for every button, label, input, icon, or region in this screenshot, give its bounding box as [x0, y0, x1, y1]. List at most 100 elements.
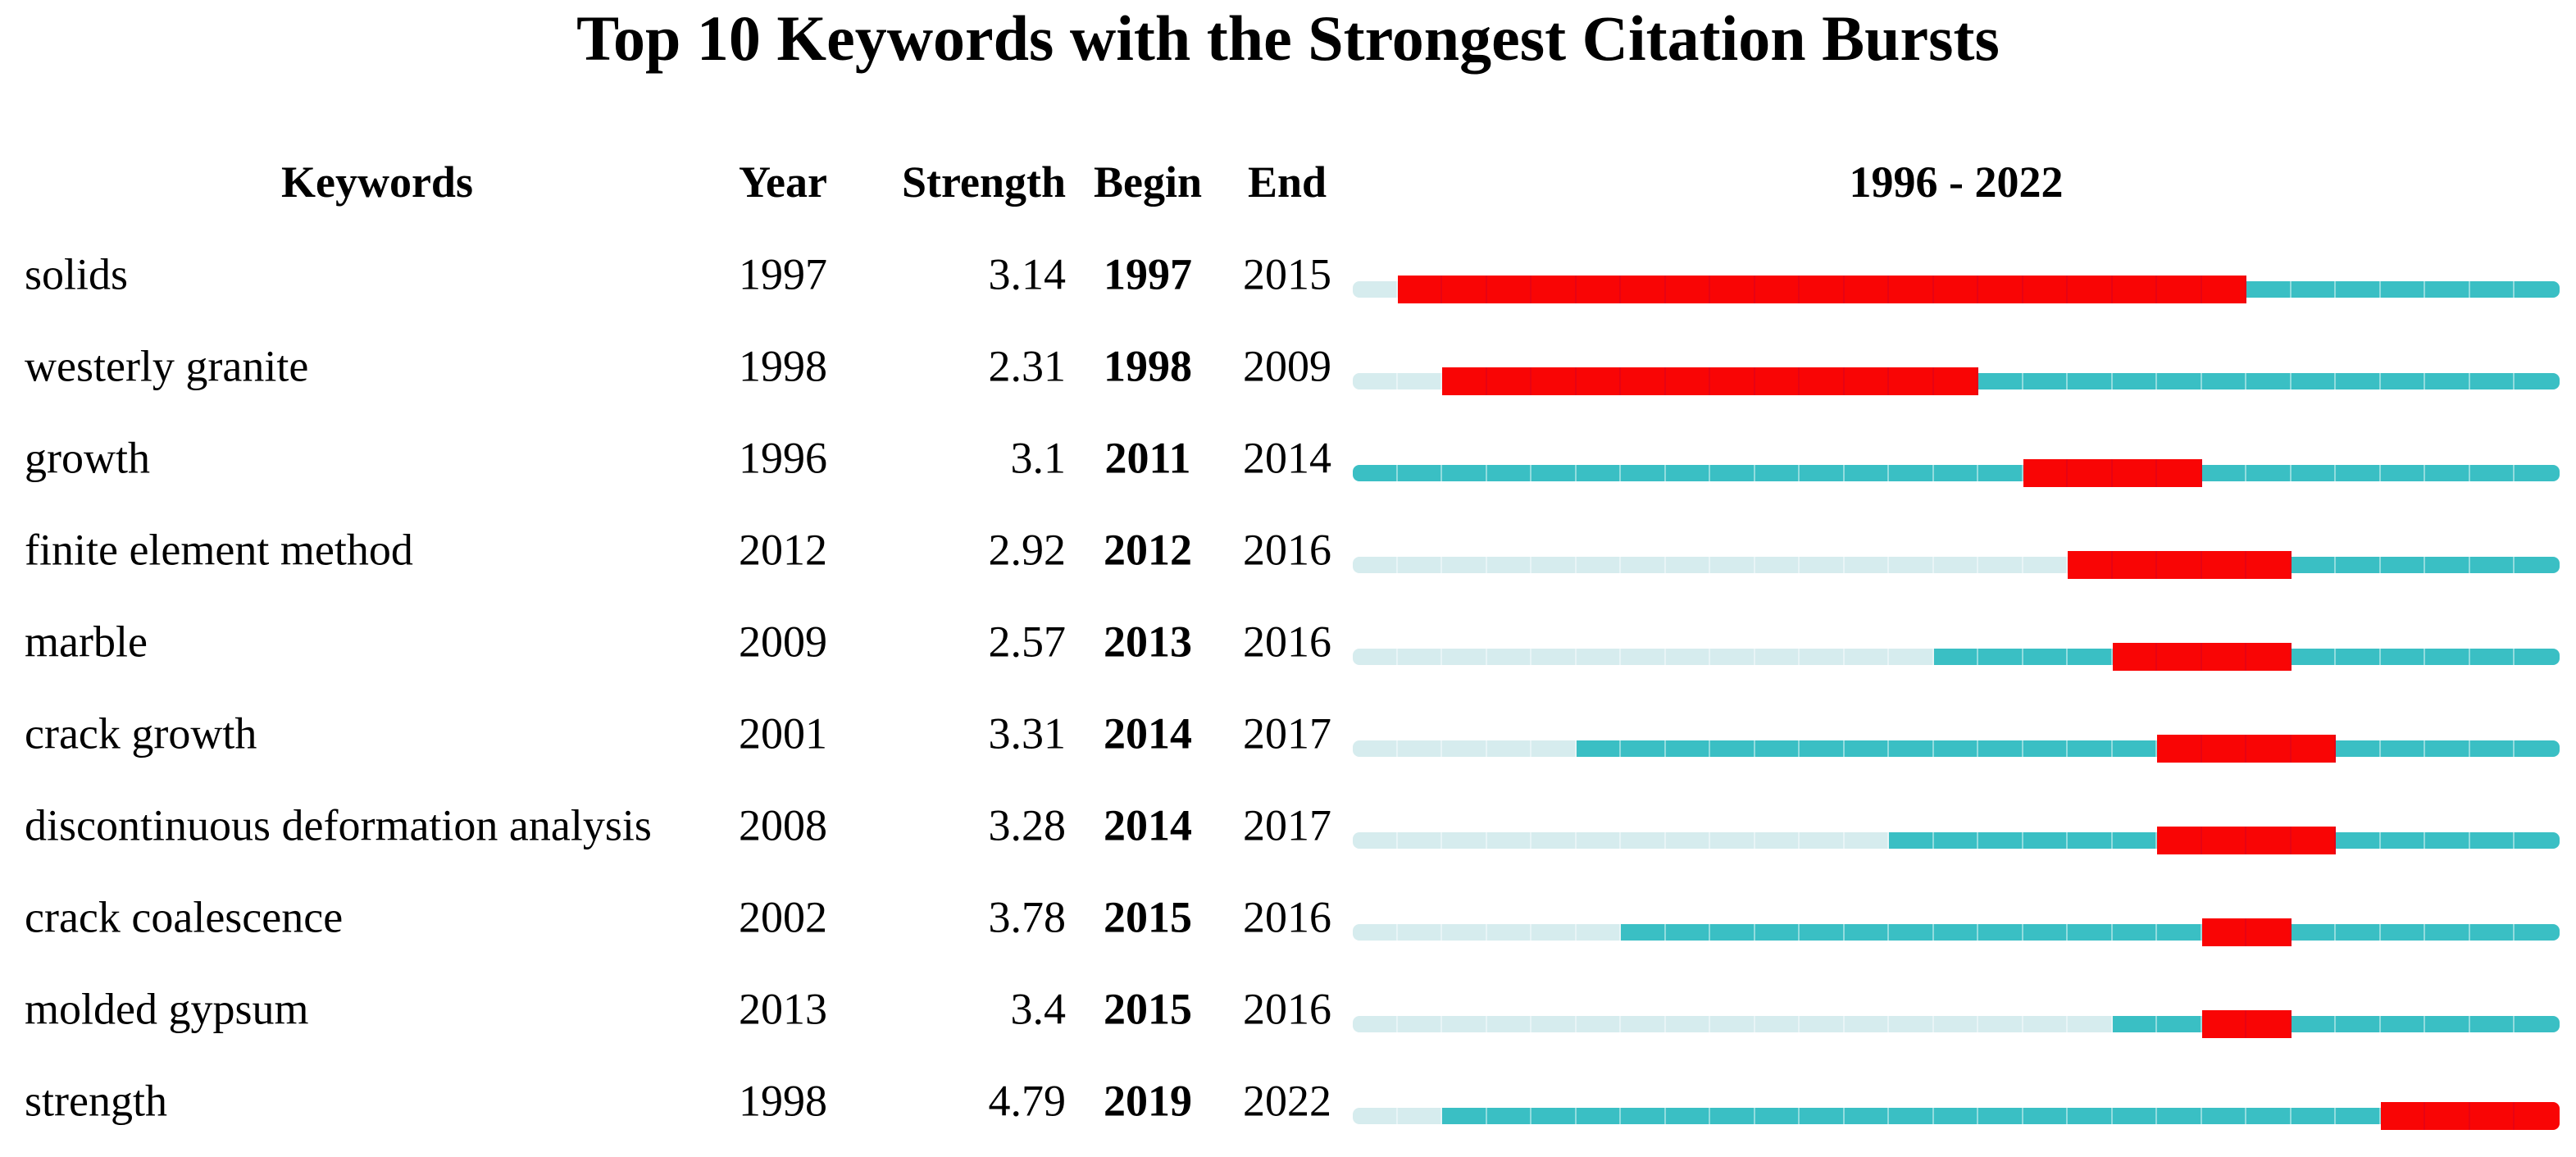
year-segment-1996-inactive — [1353, 1108, 1398, 1124]
keyword-label: marble — [25, 617, 148, 667]
year-segment-2000-active — [1531, 1108, 1577, 1124]
year-segment-2016-burst — [2246, 643, 2292, 671]
year-segment-1997-inactive — [1397, 649, 1443, 665]
year-segment-2011-active — [2023, 1108, 2069, 1124]
year-segment-2006-burst — [1800, 276, 1845, 303]
year-segment-1998-burst — [1442, 367, 1487, 395]
year-segment-2009-active — [1933, 649, 1979, 665]
year-segment-2000-inactive — [1531, 649, 1577, 665]
year-segment-2021-burst — [2469, 1102, 2515, 1130]
year-segment-2014-burst — [2157, 643, 2202, 671]
year-segment-2014-burst — [2157, 827, 2202, 854]
year-segment-2001-inactive — [1576, 649, 1622, 665]
year-segment-1997-active — [1397, 465, 1443, 481]
year-segment-2005-burst — [1755, 367, 1800, 395]
year-segment-2011-burst — [2023, 276, 2069, 303]
year-segment-2015-active — [2201, 465, 2247, 481]
year-segment-2009-active — [1933, 465, 1979, 481]
year-segment-1997-inactive — [1397, 557, 1443, 573]
year-segment-1999-active — [1486, 1108, 1532, 1124]
year-segment-2000-inactive — [1531, 1016, 1577, 1032]
year-segment-2012-active — [2068, 649, 2113, 665]
year-segment-2001-inactive — [1576, 924, 1622, 941]
year-segment-2001-active — [1576, 1108, 1622, 1124]
year-segment-2021-active — [2469, 373, 2515, 389]
first-year-value: 1998 — [739, 341, 827, 391]
year-segment-2019-active — [2380, 281, 2426, 298]
keyword-label: strength — [25, 1076, 167, 1126]
year-segment-2009-active — [1933, 924, 1979, 941]
year-segment-2017-burst — [2291, 827, 2337, 854]
strength-value: 2.57 — [988, 617, 1067, 667]
year-segment-2022-active — [2515, 373, 2560, 389]
year-segment-2002-inactive — [1621, 832, 1666, 849]
strength-value: 2.92 — [988, 525, 1067, 575]
year-segment-2006-active — [1800, 1108, 1845, 1124]
year-segment-2018-active — [2336, 557, 2381, 573]
first-year-value: 2002 — [739, 892, 827, 942]
year-segment-2021-active — [2469, 832, 2515, 849]
year-segment-2021-active — [2469, 740, 2515, 757]
burst-timeline-bar — [1353, 551, 2560, 579]
burst-timeline-bar — [1353, 827, 2560, 854]
year-segment-2022-active — [2515, 924, 2560, 941]
year-segment-2018-active — [2336, 1108, 2381, 1124]
year-segment-2014-active — [2157, 924, 2202, 941]
strength-value: 2.31 — [988, 341, 1067, 391]
keyword-label: westerly granite — [25, 341, 309, 391]
year-segment-2009-active — [1933, 740, 1979, 757]
year-segment-2010-active — [1978, 373, 2023, 389]
year-segment-1997-inactive — [1397, 1016, 1443, 1032]
year-segment-2017-active — [2291, 557, 2337, 573]
year-segment-2004-active — [1710, 924, 1755, 941]
year-segment-1996-inactive — [1353, 373, 1398, 389]
year-segment-2004-inactive — [1710, 649, 1755, 665]
burst-begin-value: 1997 — [1104, 249, 1192, 299]
year-segment-2014-burst — [2157, 459, 2202, 487]
year-segment-2013-burst — [2112, 643, 2158, 671]
year-segment-2007-inactive — [1844, 832, 1890, 849]
burst-end-value: 2017 — [1243, 800, 1331, 850]
year-segment-1996-inactive — [1353, 924, 1398, 941]
year-segment-2011-inactive — [2023, 557, 2069, 573]
year-segment-2018-active — [2336, 924, 2381, 941]
column-header-timeline: 1996 - 2022 — [1849, 157, 2064, 207]
year-segment-2018-active — [2336, 740, 2381, 757]
year-segment-2011-active — [2023, 924, 2069, 941]
year-segment-2015-burst — [2201, 1010, 2247, 1038]
year-segment-2021-active — [2469, 1016, 2515, 1032]
year-segment-2000-inactive — [1531, 740, 1577, 757]
year-segment-2002-inactive — [1621, 1016, 1666, 1032]
first-year-value: 1996 — [739, 433, 827, 483]
year-segment-2002-inactive — [1621, 649, 1666, 665]
year-segment-2000-inactive — [1531, 557, 1577, 573]
burst-timeline-bar — [1353, 1102, 2560, 1130]
year-segment-2003-burst — [1665, 276, 1711, 303]
year-segment-2005-inactive — [1755, 832, 1800, 849]
year-segment-2015-burst — [2201, 918, 2247, 946]
table-row: discontinuous deformation analysis 2008 3.… — [0, 787, 2576, 879]
burst-begin-value: 2011 — [1104, 433, 1191, 483]
strength-value: 3.78 — [988, 892, 1067, 942]
year-segment-2007-burst — [1844, 367, 1890, 395]
year-segment-2004-inactive — [1710, 1016, 1755, 1032]
year-segment-1998-inactive — [1442, 1016, 1487, 1032]
year-segment-2008-active — [1889, 465, 1934, 481]
year-segment-2015-burst — [2201, 735, 2247, 763]
year-segment-2010-active — [1978, 832, 2023, 849]
year-segment-2009-burst — [1933, 276, 1979, 303]
year-segment-1999-inactive — [1486, 832, 1532, 849]
year-segment-1997-inactive — [1397, 832, 1443, 849]
year-segment-2015-active — [2201, 1108, 2247, 1124]
year-segment-2016-burst — [2246, 827, 2292, 854]
year-segment-2022-active — [2515, 557, 2560, 573]
year-segment-2013-burst — [2112, 459, 2158, 487]
first-year-value: 2008 — [739, 800, 827, 850]
burst-begin-value: 2012 — [1104, 525, 1192, 575]
year-segment-2001-burst — [1576, 276, 1622, 303]
year-segment-2001-burst — [1576, 367, 1622, 395]
year-segment-2000-burst — [1531, 276, 1577, 303]
year-segment-2016-burst — [2246, 735, 2292, 763]
year-segment-1998-inactive — [1442, 557, 1487, 573]
year-segment-2013-burst — [2112, 551, 2158, 579]
